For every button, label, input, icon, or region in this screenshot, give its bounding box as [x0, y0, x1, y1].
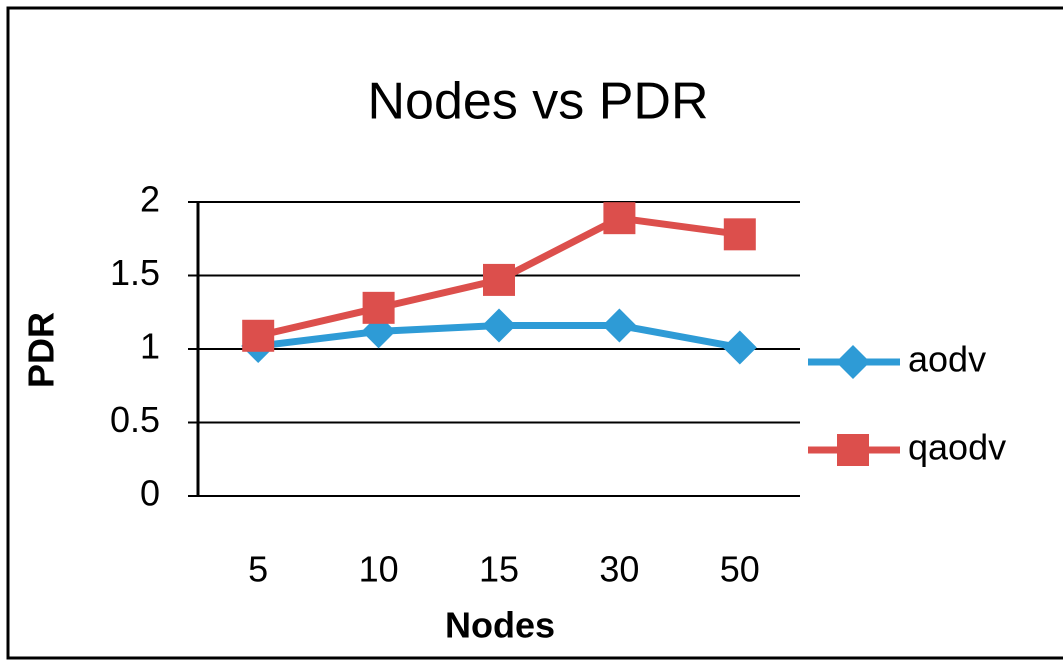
- x-tick-label: 5: [248, 549, 268, 590]
- legend-marker: [836, 345, 870, 379]
- y-axis-label: PDR: [21, 312, 62, 388]
- legend-marker: [837, 434, 869, 466]
- legend-label: aodv: [908, 339, 986, 380]
- x-tick-label: 50: [720, 549, 760, 590]
- y-tick-label: 1: [140, 326, 160, 367]
- x-tick-label: 10: [359, 549, 399, 590]
- y-tick-label: 2: [140, 179, 160, 220]
- marker: [723, 218, 756, 251]
- marker: [362, 291, 395, 324]
- y-tick-label: 1.5: [110, 252, 160, 293]
- marker: [482, 308, 516, 343]
- chart-title: Nodes vs PDR: [368, 73, 709, 131]
- marker: [603, 202, 636, 235]
- x-tick-label: 30: [599, 549, 639, 590]
- y-tick-label: 0.5: [110, 399, 160, 440]
- marker: [242, 319, 275, 352]
- x-axis-label: Nodes: [445, 605, 555, 646]
- x-tick-label: 15: [479, 549, 519, 590]
- marker: [602, 308, 637, 343]
- marker: [722, 330, 757, 365]
- legend-label: qaodv: [908, 427, 1006, 468]
- y-tick-label: 0: [140, 473, 160, 514]
- frame: [6, 6, 1063, 660]
- marker: [483, 263, 515, 296]
